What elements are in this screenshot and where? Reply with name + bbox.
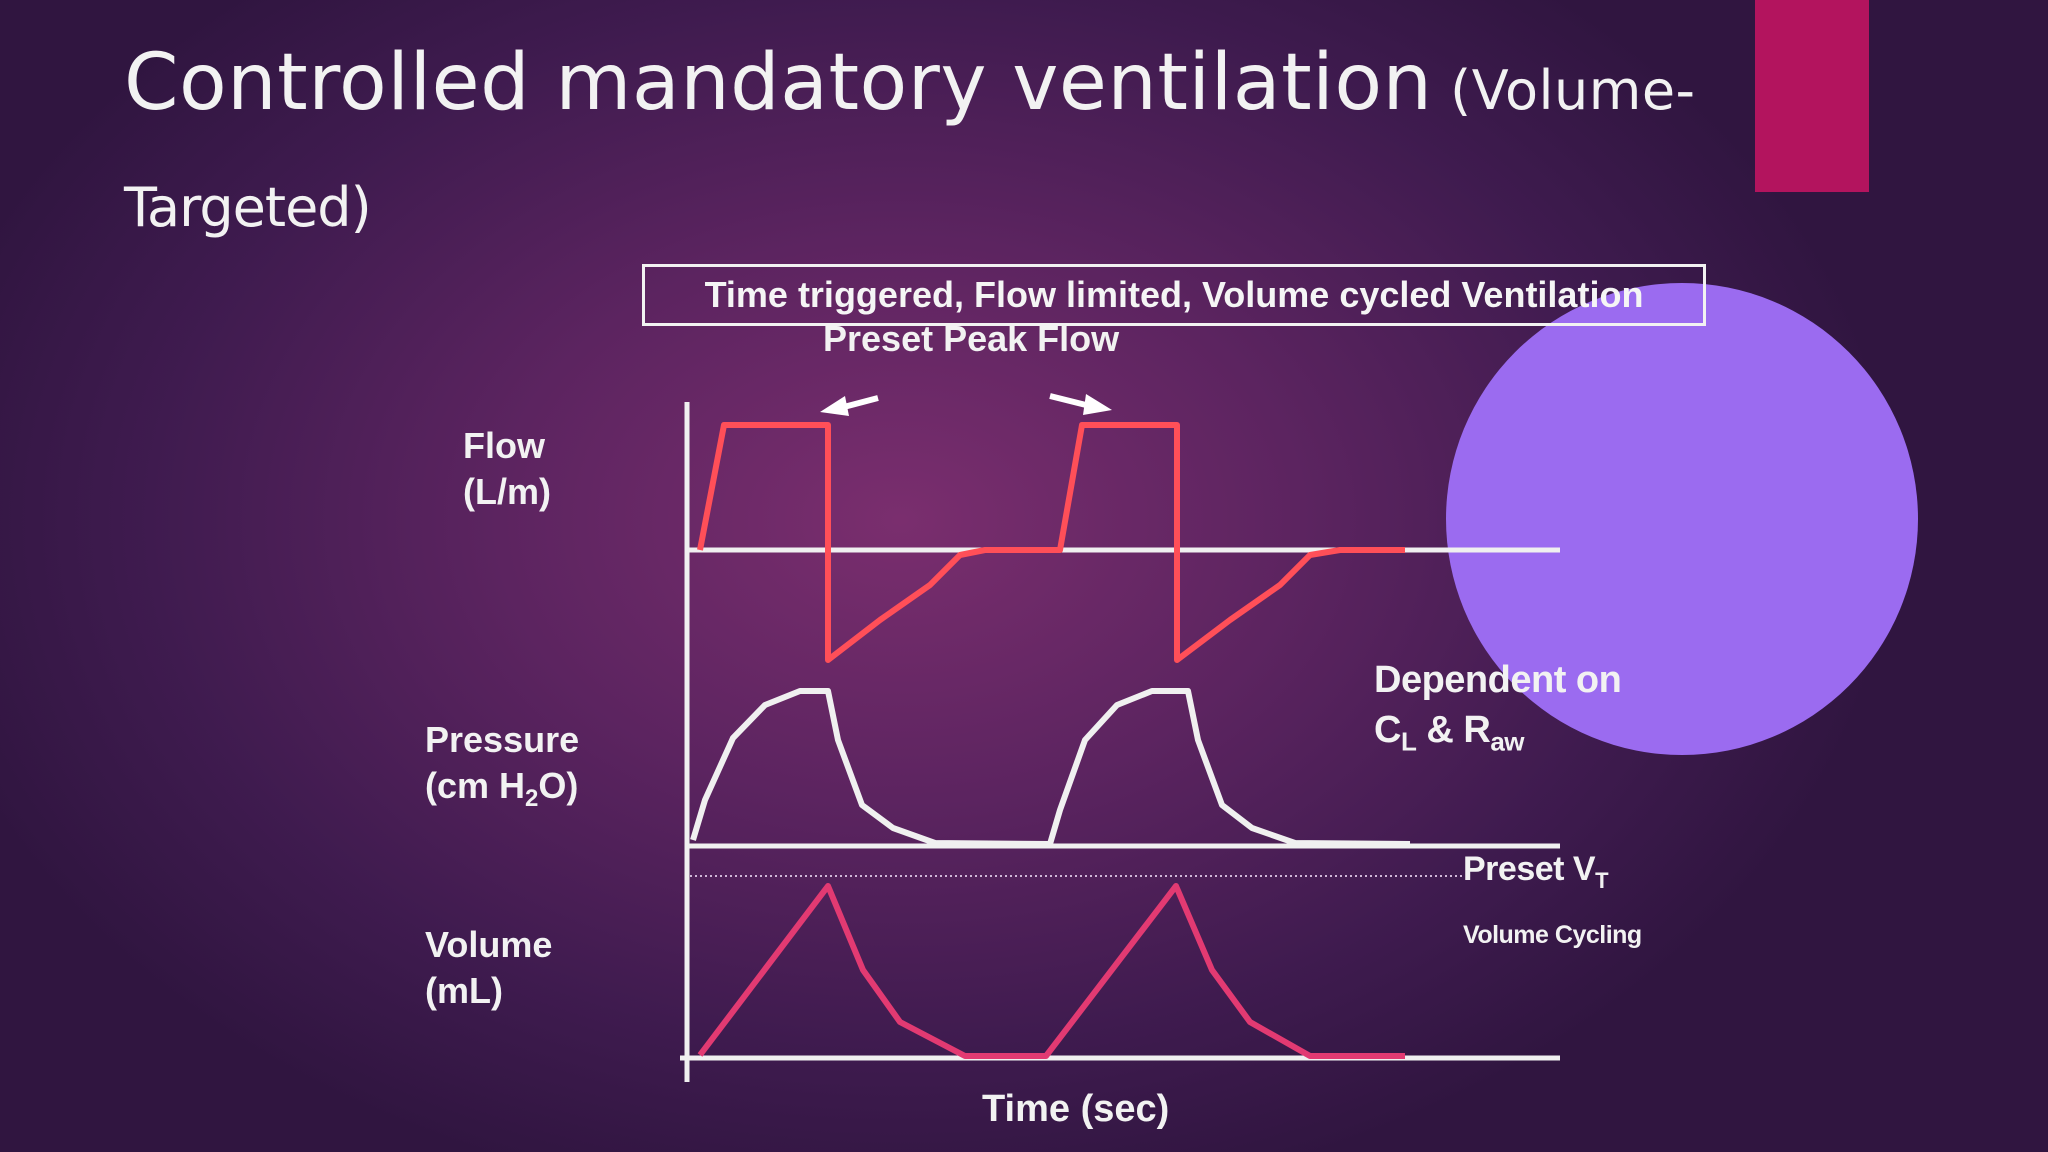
title-main: Controlled mandatory ventilation	[124, 38, 1433, 128]
right-arrow-icon	[1049, 393, 1112, 415]
amp-r: & R	[1416, 709, 1491, 751]
preset-vt-text: Preset V	[1463, 850, 1596, 888]
flow-curve	[697, 422, 1405, 663]
cl-c: C	[1374, 709, 1401, 751]
title-paren: (Volume-	[1432, 59, 1696, 122]
flow-label-unit: (L/m)	[463, 471, 551, 512]
decorative-circle	[1446, 283, 1918, 755]
cl-sub: L	[1400, 726, 1417, 757]
slide-title-continued: Targeted)	[124, 176, 372, 239]
pressure-curve	[690, 688, 1411, 847]
pressure-unit-post: O)	[538, 765, 579, 806]
pressure-label: Pressure (cm H2O)	[425, 717, 579, 822]
time-axis-label: Time (sec)	[982, 1088, 1170, 1130]
flow-label-name: Flow	[463, 425, 545, 466]
left-arrow-icon	[820, 395, 879, 416]
volume-cycling-label: Volume Cycling	[1463, 921, 1642, 949]
banner-text: Time triggered, Flow limited, Volume cyc…	[704, 274, 1644, 315]
preset-vt-sub: T	[1595, 867, 1609, 893]
accent-bar	[1755, 0, 1869, 192]
raw-sub: aw	[1490, 726, 1525, 757]
preset-peak-flow-label: Preset Peak Flow	[823, 318, 1120, 359]
volume-label-unit: (mL)	[425, 970, 503, 1011]
slide-title: Controlled mandatory ventilation (Volume…	[124, 38, 1696, 128]
cl-raw-text: CL & Raw	[1374, 705, 1621, 767]
pressure-unit-sub: 2	[525, 785, 539, 813]
pressure-unit-pre: (cm H	[425, 765, 526, 806]
mode-banner: Time triggered, Flow limited, Volume cyc…	[642, 264, 1706, 326]
flow-label: Flow (L/m)	[463, 423, 551, 515]
volume-curve	[697, 883, 1405, 1059]
volume-label: Volume (mL)	[425, 922, 552, 1014]
volume-label-name: Volume	[425, 924, 553, 965]
dependent-on-text: Dependent on	[1374, 659, 1622, 701]
pressure-label-unit: (cm H2O)	[425, 763, 579, 822]
pressure-label-name: Pressure	[425, 719, 580, 760]
preset-vt-label: Preset VT	[1463, 850, 1609, 894]
dependent-on-note: Dependent on CL & Raw	[1374, 655, 1622, 767]
